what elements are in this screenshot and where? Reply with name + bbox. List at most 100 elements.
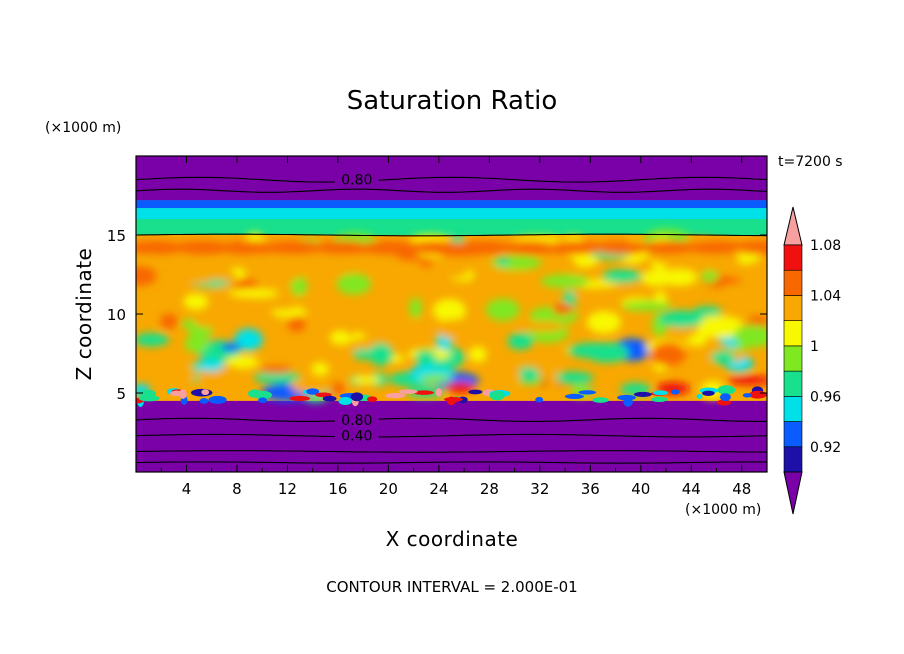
field-blob xyxy=(468,389,483,395)
field-blob xyxy=(564,393,584,399)
field-blob xyxy=(225,355,259,369)
field-blob xyxy=(696,393,703,399)
field-blob xyxy=(352,348,375,360)
field-blob xyxy=(184,334,209,353)
field-blob xyxy=(177,252,193,262)
field-blob xyxy=(552,371,594,385)
field-blob xyxy=(234,328,263,351)
field-blob xyxy=(290,276,308,296)
field-blob xyxy=(338,397,353,406)
field-blob xyxy=(368,342,394,366)
field-blob xyxy=(306,388,320,395)
field-blob xyxy=(253,371,301,384)
field-blob xyxy=(515,366,540,382)
field-blob xyxy=(370,270,409,281)
field-blob xyxy=(211,272,238,281)
field-blob xyxy=(650,342,687,366)
field-blob xyxy=(358,240,419,255)
field-blob xyxy=(289,395,311,402)
field-blob xyxy=(489,390,505,401)
field-blob xyxy=(727,375,767,385)
field-blob xyxy=(700,270,719,283)
field-blob xyxy=(385,392,406,399)
field-blob xyxy=(409,297,422,319)
field-blob xyxy=(248,389,262,398)
field-blob xyxy=(451,240,512,255)
colorbar-segment xyxy=(783,421,803,448)
field-blob xyxy=(621,301,673,312)
field-blob xyxy=(435,318,480,340)
field-blob xyxy=(265,240,326,255)
field-blob xyxy=(694,250,740,265)
field-blob xyxy=(311,362,329,376)
contour-label: 0.80 xyxy=(341,173,372,189)
colorbar-label: 1.08 xyxy=(810,238,841,254)
field-blob xyxy=(640,269,674,287)
field-blob xyxy=(446,382,475,394)
colorbar: 0.92 0.96 1 1.04 1.08 xyxy=(783,206,841,515)
field-blob xyxy=(170,390,184,397)
field-blob xyxy=(652,390,669,396)
field-blob xyxy=(419,374,452,383)
x-tick-label: 36 xyxy=(581,480,600,498)
field-blob xyxy=(218,240,279,255)
colorbar-segment xyxy=(783,295,803,321)
field-blob xyxy=(221,343,242,352)
field-blob xyxy=(658,310,704,328)
contour-label: 0.80 xyxy=(341,413,372,429)
y-tick-label: 5 xyxy=(116,385,126,403)
x-tick-label: 12 xyxy=(278,480,297,498)
field-blob xyxy=(136,333,170,347)
colorbar-label: 1 xyxy=(810,339,819,355)
field-band xyxy=(136,416,767,472)
y-axis-label: Z coordinate xyxy=(72,247,96,381)
x-axis-label: X coordinate xyxy=(385,527,519,551)
field-blob xyxy=(229,288,279,299)
field-blob xyxy=(638,240,699,255)
contour-line xyxy=(136,461,767,464)
field-blob xyxy=(405,240,466,255)
field-blob xyxy=(138,395,160,402)
field-blob xyxy=(719,393,731,402)
field-blob xyxy=(697,323,742,338)
field-blob xyxy=(545,372,558,391)
field-blob xyxy=(351,375,381,385)
field-strip xyxy=(136,200,767,209)
field-blob xyxy=(444,397,463,402)
x-unit-label: (×1000 m) xyxy=(685,502,762,518)
saturation-field xyxy=(136,156,767,472)
field-blob xyxy=(592,397,609,403)
field-blob xyxy=(409,319,432,331)
colorbar-segment xyxy=(783,320,803,347)
contour-line xyxy=(136,233,767,237)
x-tick-label: 40 xyxy=(631,480,650,498)
field-blob xyxy=(201,389,210,396)
field-blob xyxy=(578,390,597,395)
field-blob xyxy=(586,311,621,334)
contour-label-bg xyxy=(334,410,379,428)
colorbar-label: 0.96 xyxy=(810,389,841,405)
colorbar-segment xyxy=(783,244,803,271)
field-blob xyxy=(466,278,482,299)
field-blob xyxy=(485,298,520,321)
x-tick-label: 32 xyxy=(530,480,549,498)
field-blob xyxy=(506,366,521,388)
field-blob xyxy=(468,346,487,363)
field-blob xyxy=(693,306,723,317)
field-blob xyxy=(516,321,566,332)
x-tick-label: 24 xyxy=(429,480,448,498)
field-blob xyxy=(171,240,232,255)
x-tick-label: 44 xyxy=(682,480,701,498)
x-axis: 4 8 12 16 20 24 28 32 36 40 44 48 xyxy=(160,156,751,498)
x-tick-label: 20 xyxy=(379,480,398,498)
field-blob xyxy=(721,282,767,294)
field-blob xyxy=(718,264,748,274)
field-blob xyxy=(287,316,307,333)
contour-line xyxy=(136,176,767,183)
field-blob xyxy=(311,240,372,255)
field-blob xyxy=(711,350,736,365)
upper-transition xyxy=(136,200,767,235)
x-tick-label: 28 xyxy=(480,480,499,498)
field-blob xyxy=(172,272,215,284)
field-blob xyxy=(602,269,642,283)
